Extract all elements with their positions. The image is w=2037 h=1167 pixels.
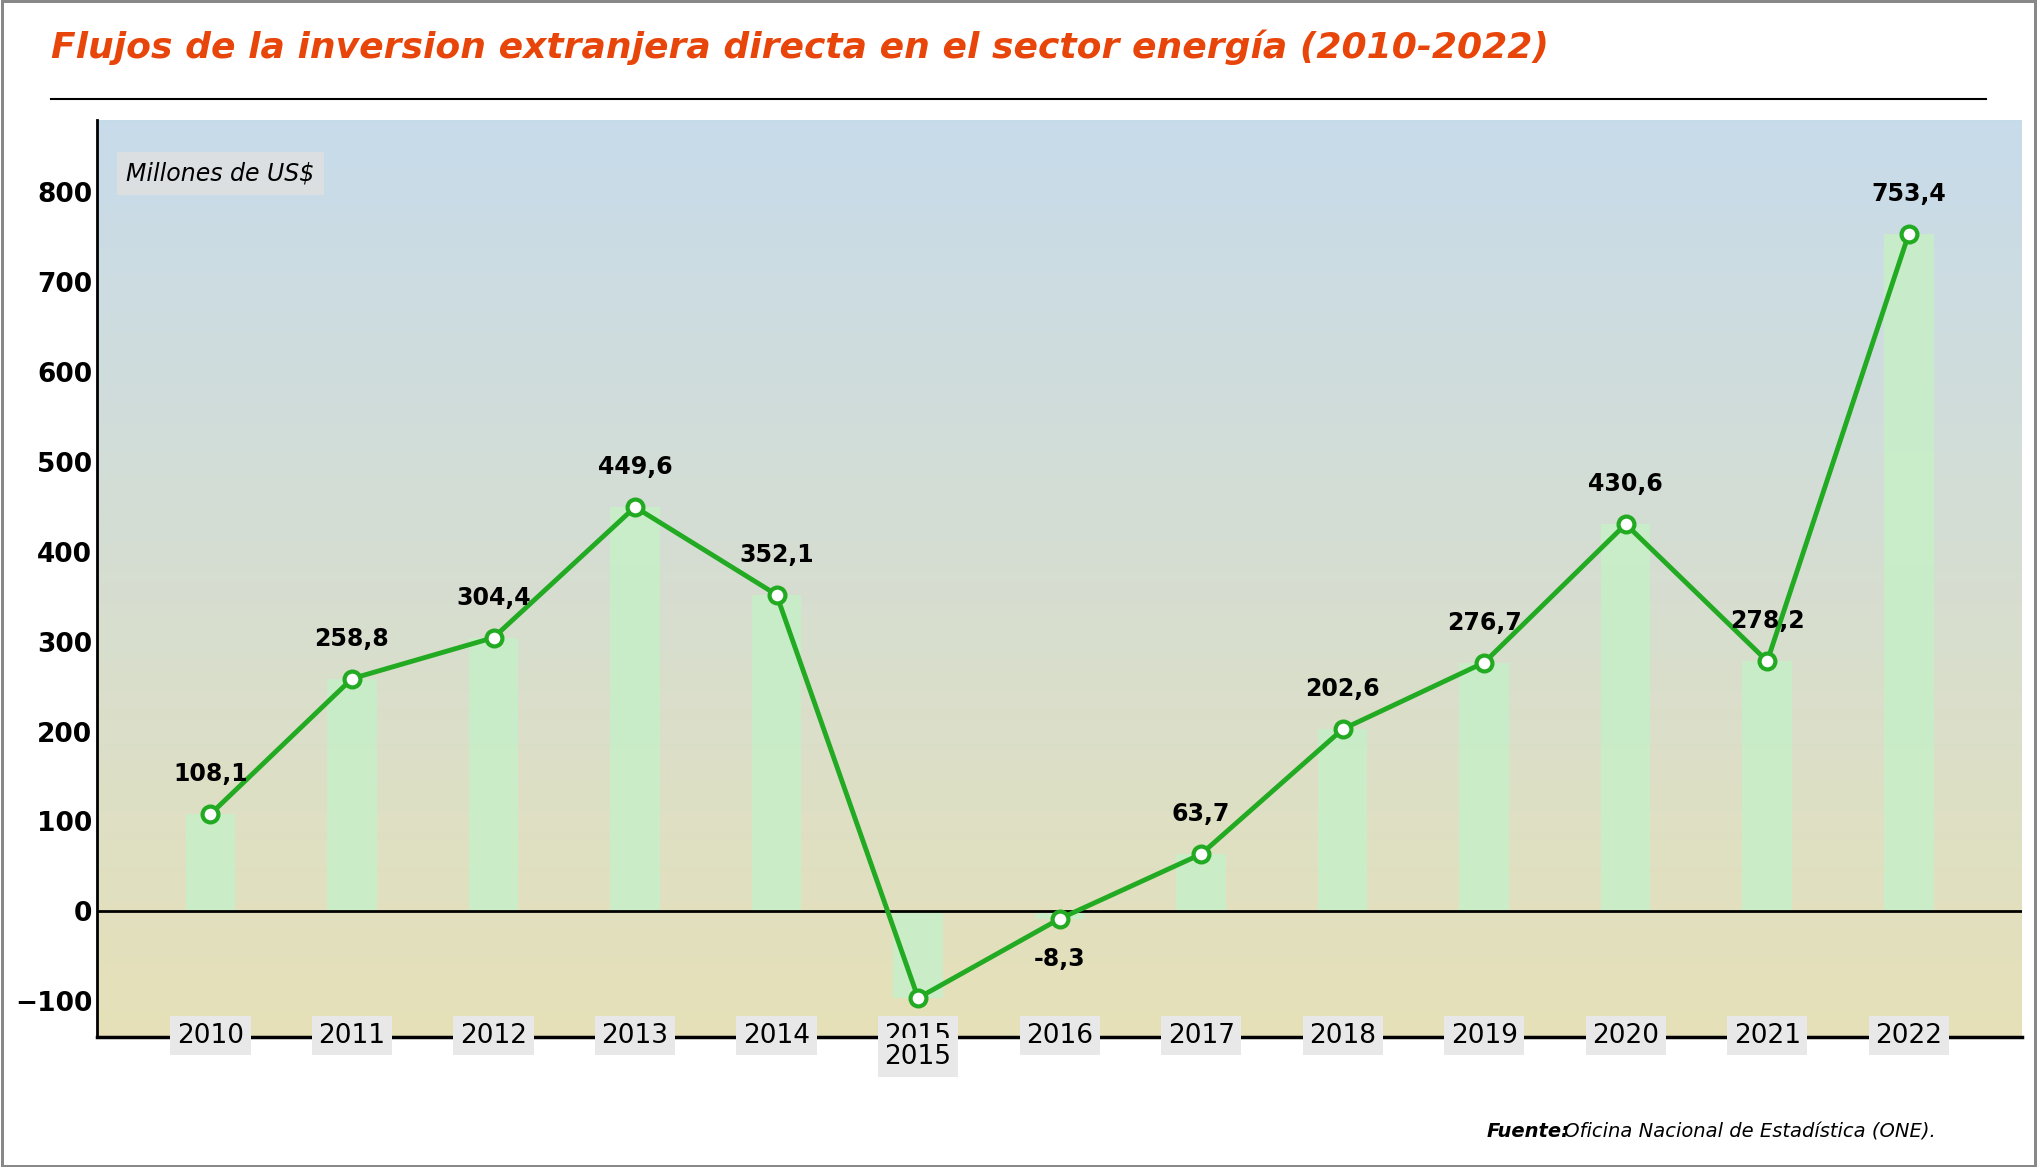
Text: 278,2: 278,2 [1729, 609, 1805, 634]
Point [336, 670, 369, 689]
Text: -96,3: -96,3 [884, 1026, 951, 1050]
Text: 352,1: 352,1 [739, 543, 815, 567]
Bar [185, 815, 234, 911]
Point [760, 586, 792, 605]
Text: 2013: 2013 [601, 1022, 668, 1049]
Point [1043, 909, 1076, 928]
Text: 2015: 2015 [884, 1044, 951, 1070]
Point [1609, 515, 1642, 533]
Text: Oficina Nacional de Estadística (ONE).: Oficina Nacional de Estadística (ONE). [1558, 1123, 1935, 1141]
Bar [328, 679, 377, 911]
Text: 753,4: 753,4 [1872, 182, 1945, 207]
Bar [1318, 729, 1367, 911]
Text: 430,6: 430,6 [1589, 473, 1662, 496]
Text: Fuente:: Fuente: [1487, 1123, 1571, 1141]
Point [1752, 652, 1784, 671]
Text: 2020: 2020 [1593, 1022, 1660, 1049]
Point [1186, 845, 1218, 864]
Text: 202,6: 202,6 [1306, 677, 1379, 701]
Point [1892, 224, 1925, 243]
Text: 2012: 2012 [460, 1022, 528, 1049]
Text: 2019: 2019 [1450, 1022, 1518, 1049]
Text: 2011: 2011 [318, 1022, 385, 1049]
Text: -8,3: -8,3 [1035, 946, 1086, 971]
Text: 2010: 2010 [177, 1022, 244, 1049]
Text: 63,7: 63,7 [1171, 802, 1230, 826]
Bar [1601, 524, 1650, 911]
Bar [611, 508, 660, 911]
Bar [1458, 663, 1509, 911]
Bar [894, 911, 943, 998]
Text: 304,4: 304,4 [456, 586, 532, 610]
Point [1469, 654, 1501, 672]
Text: 2015: 2015 [884, 1022, 951, 1049]
Point [477, 628, 509, 647]
Bar [469, 637, 517, 911]
Text: 2021: 2021 [1733, 1022, 1801, 1049]
Bar [1177, 854, 1226, 911]
Point [902, 988, 935, 1007]
Bar [1884, 233, 1933, 911]
Text: 2016: 2016 [1027, 1022, 1094, 1049]
Bar [752, 595, 801, 911]
Text: 2014: 2014 [744, 1022, 811, 1049]
Text: 449,6: 449,6 [597, 455, 672, 480]
Text: 2022: 2022 [1876, 1022, 1941, 1049]
Text: 108,1: 108,1 [173, 762, 249, 787]
Text: Millones de US$: Millones de US$ [126, 161, 314, 186]
Bar [1742, 662, 1793, 911]
Point [619, 498, 652, 517]
Text: 2017: 2017 [1167, 1022, 1234, 1049]
Text: 258,8: 258,8 [314, 627, 389, 651]
Text: 2018: 2018 [1310, 1022, 1377, 1049]
Bar [1035, 911, 1084, 918]
Point [1326, 720, 1359, 739]
Text: 276,7: 276,7 [1446, 610, 1522, 635]
Point [194, 805, 226, 824]
Text: Flujos de la inversion extranjera directa en el sector energía (2010-2022): Flujos de la inversion extranjera direct… [51, 29, 1548, 64]
